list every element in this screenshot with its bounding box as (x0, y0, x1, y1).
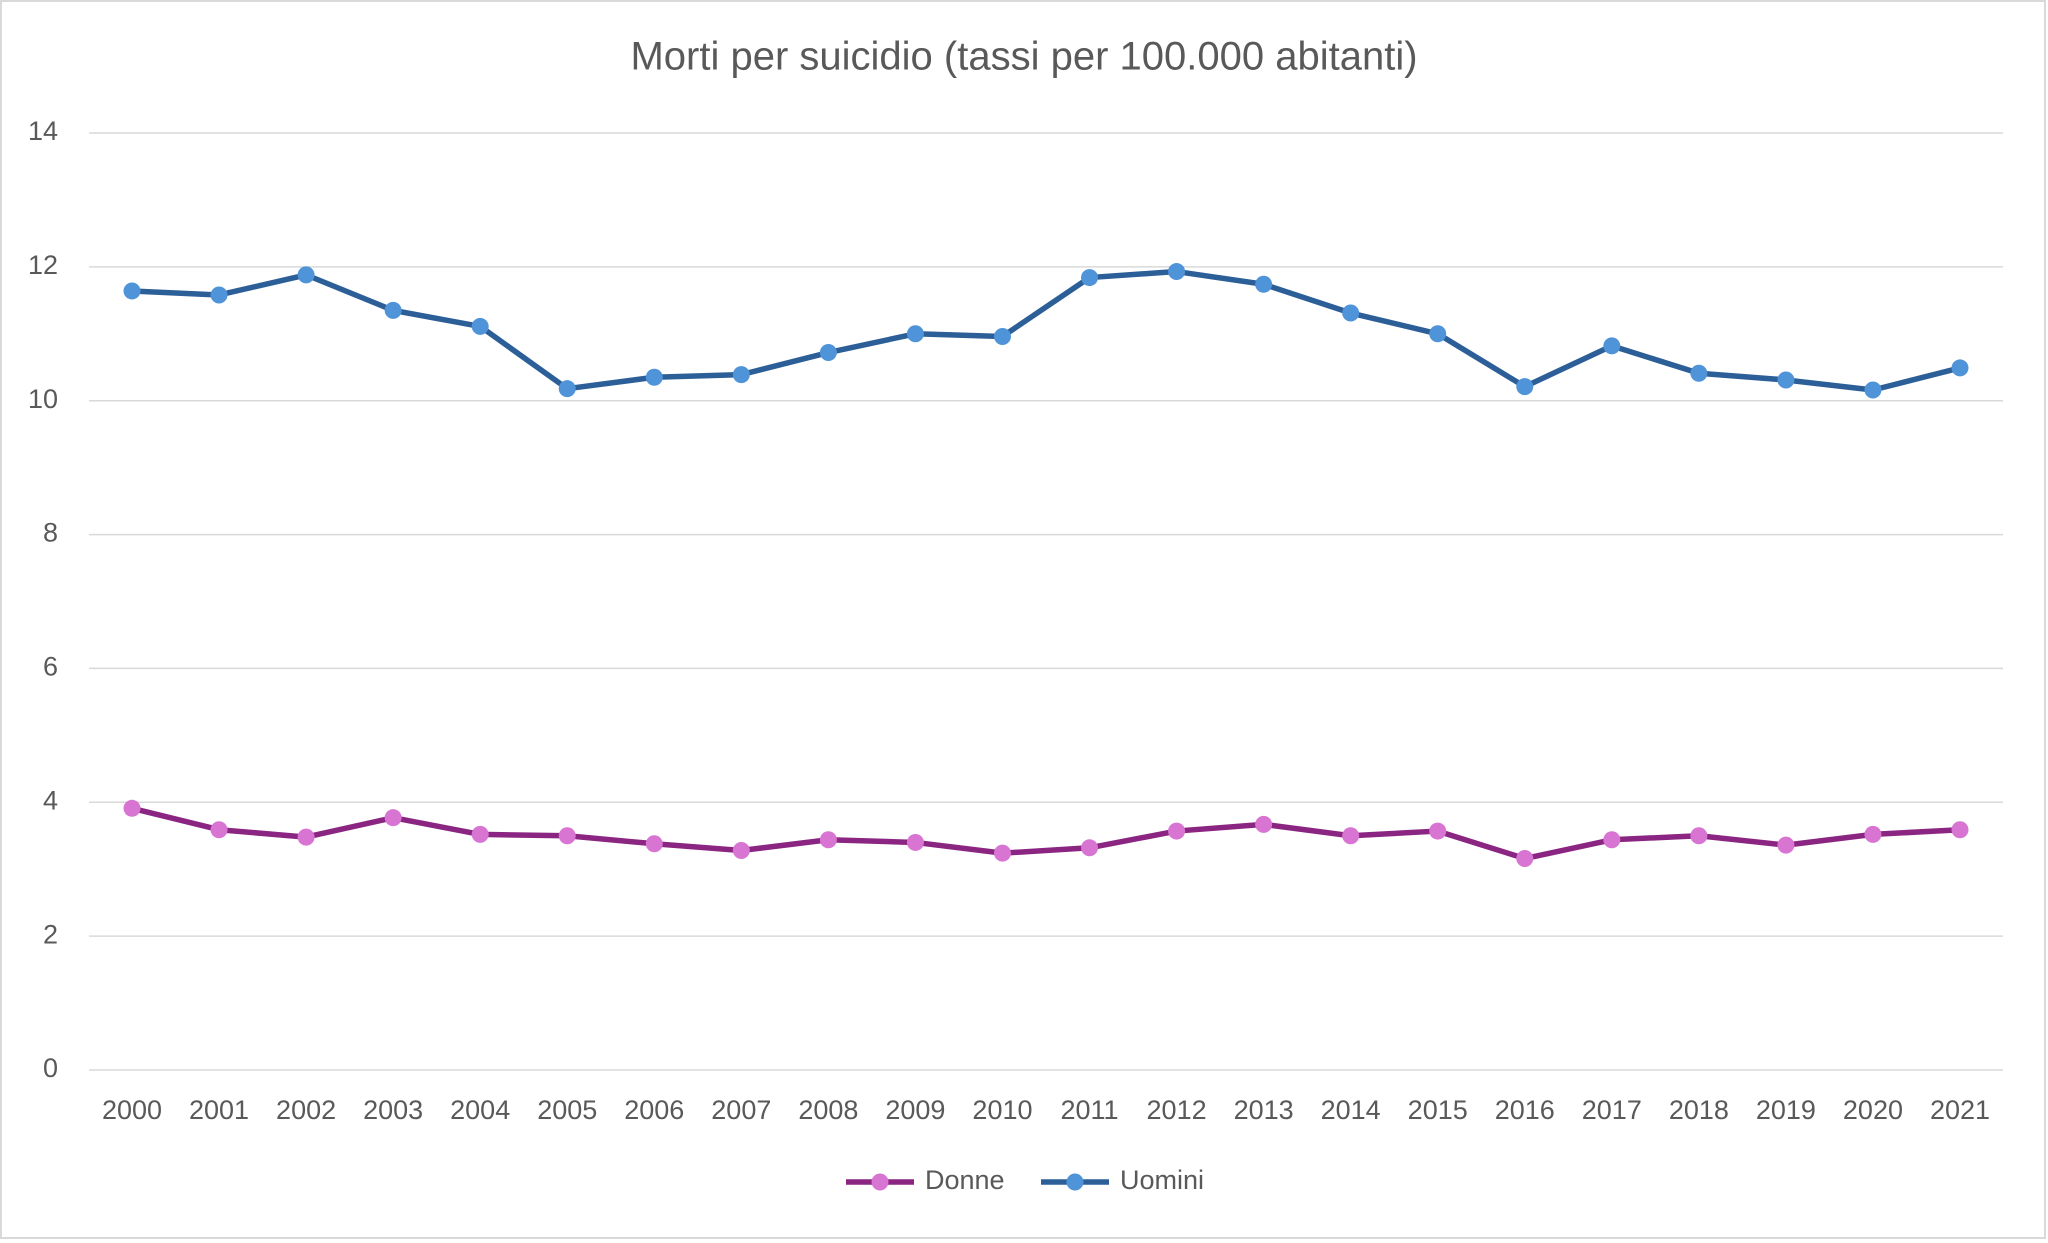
data-point (1516, 850, 1534, 868)
series-line (131, 268, 1961, 393)
x-tick-label: 2010 (972, 1095, 1032, 1125)
data-point (1864, 825, 1882, 843)
data-point (645, 835, 663, 853)
x-tick-label: 2016 (1495, 1095, 1555, 1125)
y-tick-label: 2 (43, 919, 58, 949)
x-tick-label: 2002 (276, 1095, 336, 1125)
legend-marker (871, 1173, 889, 1191)
y-tick-label: 10 (28, 384, 58, 414)
x-tick-label: 2004 (450, 1095, 510, 1125)
x-tick-label: 2000 (102, 1095, 162, 1125)
x-tick-label: 2005 (537, 1095, 597, 1125)
x-tick-label: 2021 (1930, 1095, 1990, 1125)
data-point (1168, 263, 1186, 281)
data-point (210, 821, 228, 839)
data-point (384, 301, 402, 319)
y-tick-label: 4 (43, 785, 58, 815)
y-tick-label: 14 (28, 116, 58, 146)
data-point (1168, 822, 1186, 840)
data-point (1951, 821, 1969, 839)
x-tick-label: 2017 (1582, 1095, 1642, 1125)
data-point (297, 828, 315, 846)
x-tick-label: 2020 (1843, 1095, 1903, 1125)
chart-title: Morti per suicidio (tassi per 100.000 ab… (630, 35, 1417, 79)
data-point (819, 344, 837, 362)
x-tick-label: 2019 (1756, 1095, 1816, 1125)
x-tick-label: 2011 (1060, 1095, 1118, 1125)
y-tick-label: 6 (43, 652, 58, 682)
data-point (732, 841, 750, 859)
x-tick-label: 2014 (1321, 1095, 1381, 1125)
x-tick-label: 2009 (885, 1095, 945, 1125)
x-tick-label: 2018 (1669, 1095, 1729, 1125)
data-point (1690, 827, 1708, 845)
x-tick-label: 2007 (711, 1095, 771, 1125)
x-tick-label: 2015 (1408, 1095, 1468, 1125)
data-point (1429, 822, 1447, 840)
data-point (1777, 371, 1795, 389)
legend-marker (1066, 1173, 1084, 1191)
data-point (906, 833, 924, 851)
x-tick-label: 2012 (1147, 1095, 1207, 1125)
data-point (1690, 364, 1708, 382)
data-point (1864, 381, 1882, 399)
data-point (384, 809, 402, 827)
data-point (1516, 378, 1534, 396)
data-point (1255, 815, 1273, 833)
x-tick-label: 2013 (1234, 1095, 1294, 1125)
data-point (993, 327, 1011, 345)
data-point (471, 825, 489, 843)
data-point (1081, 269, 1099, 287)
data-point (645, 368, 663, 386)
data-point (558, 827, 576, 845)
data-point (1081, 839, 1099, 857)
data-point (297, 266, 315, 284)
data-point (471, 317, 489, 335)
y-tick-label: 8 (43, 518, 58, 548)
x-tick-label: 2008 (798, 1095, 858, 1125)
data-point (993, 844, 1011, 862)
x-tick-label: 2006 (624, 1095, 684, 1125)
data-point (1603, 337, 1621, 355)
y-tick-label: 0 (43, 1053, 58, 1083)
data-point (1951, 359, 1969, 377)
data-point (906, 325, 924, 343)
data-point (1429, 325, 1447, 343)
series-line (131, 805, 1961, 862)
y-tick-label: 12 (28, 250, 58, 280)
data-point (1342, 827, 1360, 845)
data-point (123, 282, 141, 300)
data-point (558, 380, 576, 398)
data-point (123, 799, 141, 817)
data-point (819, 831, 837, 849)
x-tick-label: 2001 (189, 1095, 249, 1125)
data-point (1603, 831, 1621, 849)
legend-label: Uomini (1120, 1165, 1204, 1195)
data-point (1255, 275, 1273, 293)
data-point (210, 286, 228, 304)
data-point (1777, 836, 1795, 854)
x-tick-label: 2003 (363, 1095, 423, 1125)
data-point (1342, 304, 1360, 322)
legend-label: Donne (925, 1165, 1005, 1195)
data-point (732, 366, 750, 384)
